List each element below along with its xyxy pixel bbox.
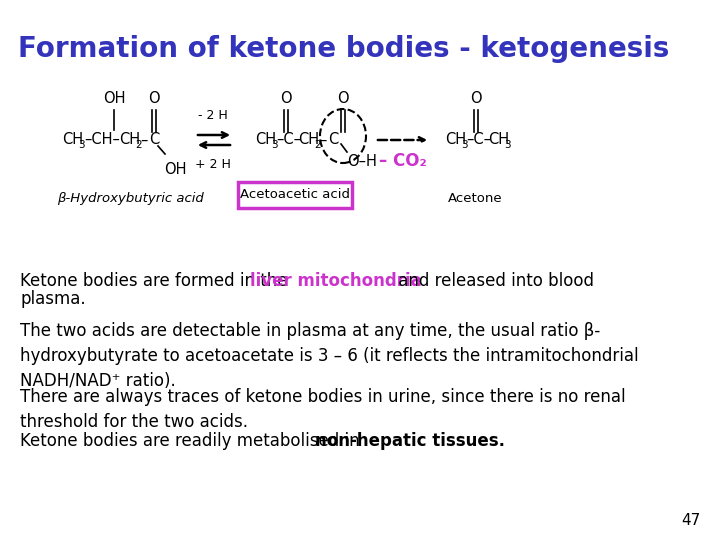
Text: 3: 3 [504,140,510,150]
Text: 47: 47 [680,513,700,528]
Text: The two acids are detectable in plasma at any time, the usual ratio β-
hydroxybu: The two acids are detectable in plasma a… [20,322,639,390]
Text: CH: CH [62,132,83,147]
Text: CH: CH [119,132,140,147]
Text: –C–: –C– [466,132,491,147]
Text: CH: CH [298,132,319,147]
Text: O–H: O–H [347,154,377,169]
Text: CH: CH [255,132,276,147]
Text: 2: 2 [314,140,320,150]
Text: OH: OH [103,91,125,106]
Text: –: – [319,132,326,147]
Text: + 2 H: + 2 H [195,158,231,171]
Text: Ketone bodies are formed in the: Ketone bodies are formed in the [20,272,293,290]
Text: There are always traces of ketone bodies in urine, since there is no renal
thres: There are always traces of ketone bodies… [20,388,626,431]
Text: – CO₂: – CO₂ [379,152,426,170]
FancyBboxPatch shape [238,182,352,208]
Text: OH: OH [164,162,186,177]
Text: CH: CH [445,132,466,147]
Text: 3: 3 [78,140,85,150]
Text: –CH–: –CH– [84,132,120,147]
Text: 3: 3 [271,140,278,150]
Text: 3: 3 [461,140,467,150]
Text: and released into blood: and released into blood [393,272,594,290]
Text: non-hepatic tissues.: non-hepatic tissues. [315,432,505,450]
Text: Formation of ketone bodies - ketogenesis: Formation of ketone bodies - ketogenesis [18,35,670,63]
Text: β-Hydroxybutyric acid: β-Hydroxybutyric acid [57,192,204,205]
Text: –: – [140,132,148,147]
Text: O: O [148,91,160,106]
Text: C: C [149,132,159,147]
Text: O: O [280,91,292,106]
Text: Acetone: Acetone [448,192,503,205]
Text: 2: 2 [135,140,142,150]
Text: C: C [328,132,338,147]
Text: plasma.: plasma. [20,290,86,308]
Text: liver mitochondria: liver mitochondria [251,272,422,290]
Text: CH: CH [488,132,509,147]
Text: Acetoacetic acid: Acetoacetic acid [240,188,350,201]
Text: Ketone bodies are readily metabolised in: Ketone bodies are readily metabolised in [20,432,365,450]
Text: - 2 H: - 2 H [198,109,228,122]
Text: –C–: –C– [276,132,301,147]
Text: O: O [337,91,348,106]
Text: O: O [470,91,482,106]
